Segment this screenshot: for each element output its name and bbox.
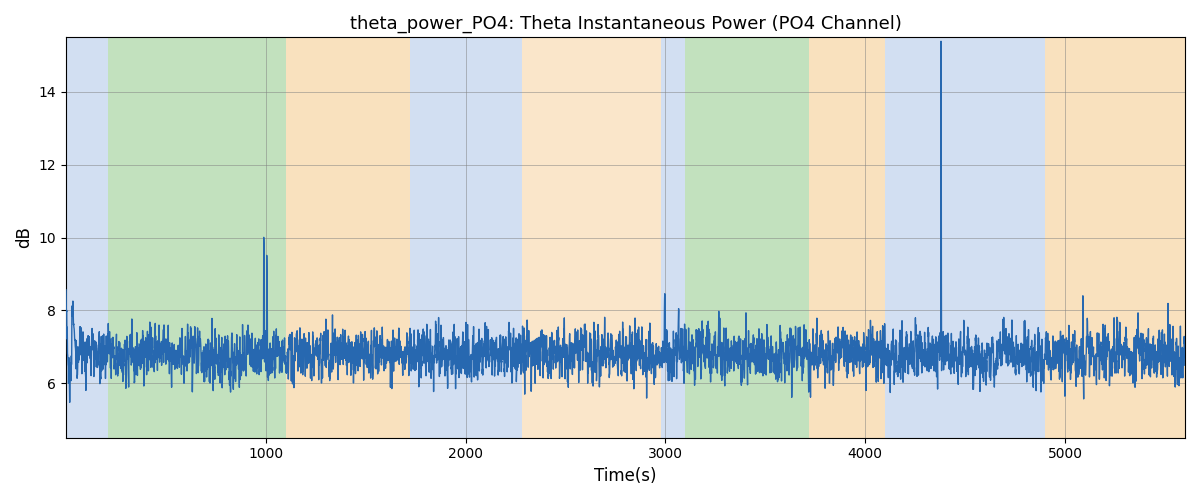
Bar bbox=[66, 38, 108, 438]
Bar bbox=[522, 38, 661, 438]
Bar bbox=[409, 38, 522, 438]
Title: theta_power_PO4: Theta Instantaneous Power (PO4 Channel): theta_power_PO4: Theta Instantaneous Pow… bbox=[349, 15, 901, 34]
Bar bbox=[886, 38, 1045, 438]
Bar bbox=[286, 38, 409, 438]
Bar bbox=[661, 38, 685, 438]
Y-axis label: dB: dB bbox=[16, 226, 34, 248]
Bar bbox=[685, 38, 809, 438]
X-axis label: Time(s): Time(s) bbox=[594, 467, 656, 485]
Bar bbox=[809, 38, 886, 438]
Bar bbox=[1045, 38, 1186, 438]
Bar bbox=[108, 38, 286, 438]
